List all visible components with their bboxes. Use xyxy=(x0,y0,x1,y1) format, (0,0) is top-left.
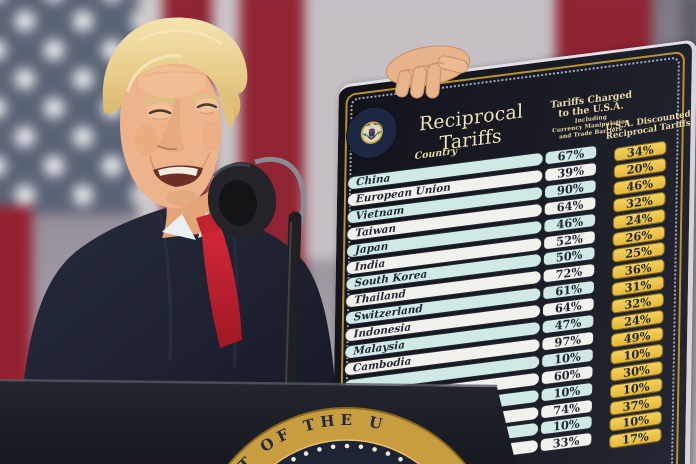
presidential-seal-icon xyxy=(346,104,398,161)
flag-stripe xyxy=(240,0,305,410)
flag-stripe xyxy=(138,0,164,410)
flag-stripe xyxy=(163,0,213,410)
reciprocal-tariffs-board: Reciprocal Tariffs Tariffs Charged to th… xyxy=(329,39,696,464)
flag-canton-stars xyxy=(0,0,140,214)
flag-stripe xyxy=(212,0,241,410)
discount-cell: 17% xyxy=(609,427,662,450)
tariff-rows: China 67% 34% European Union 39% 20% Vietnam 90… xyxy=(340,134,685,464)
flag-stripe xyxy=(0,206,32,402)
charged-cell: 33% xyxy=(539,432,593,453)
